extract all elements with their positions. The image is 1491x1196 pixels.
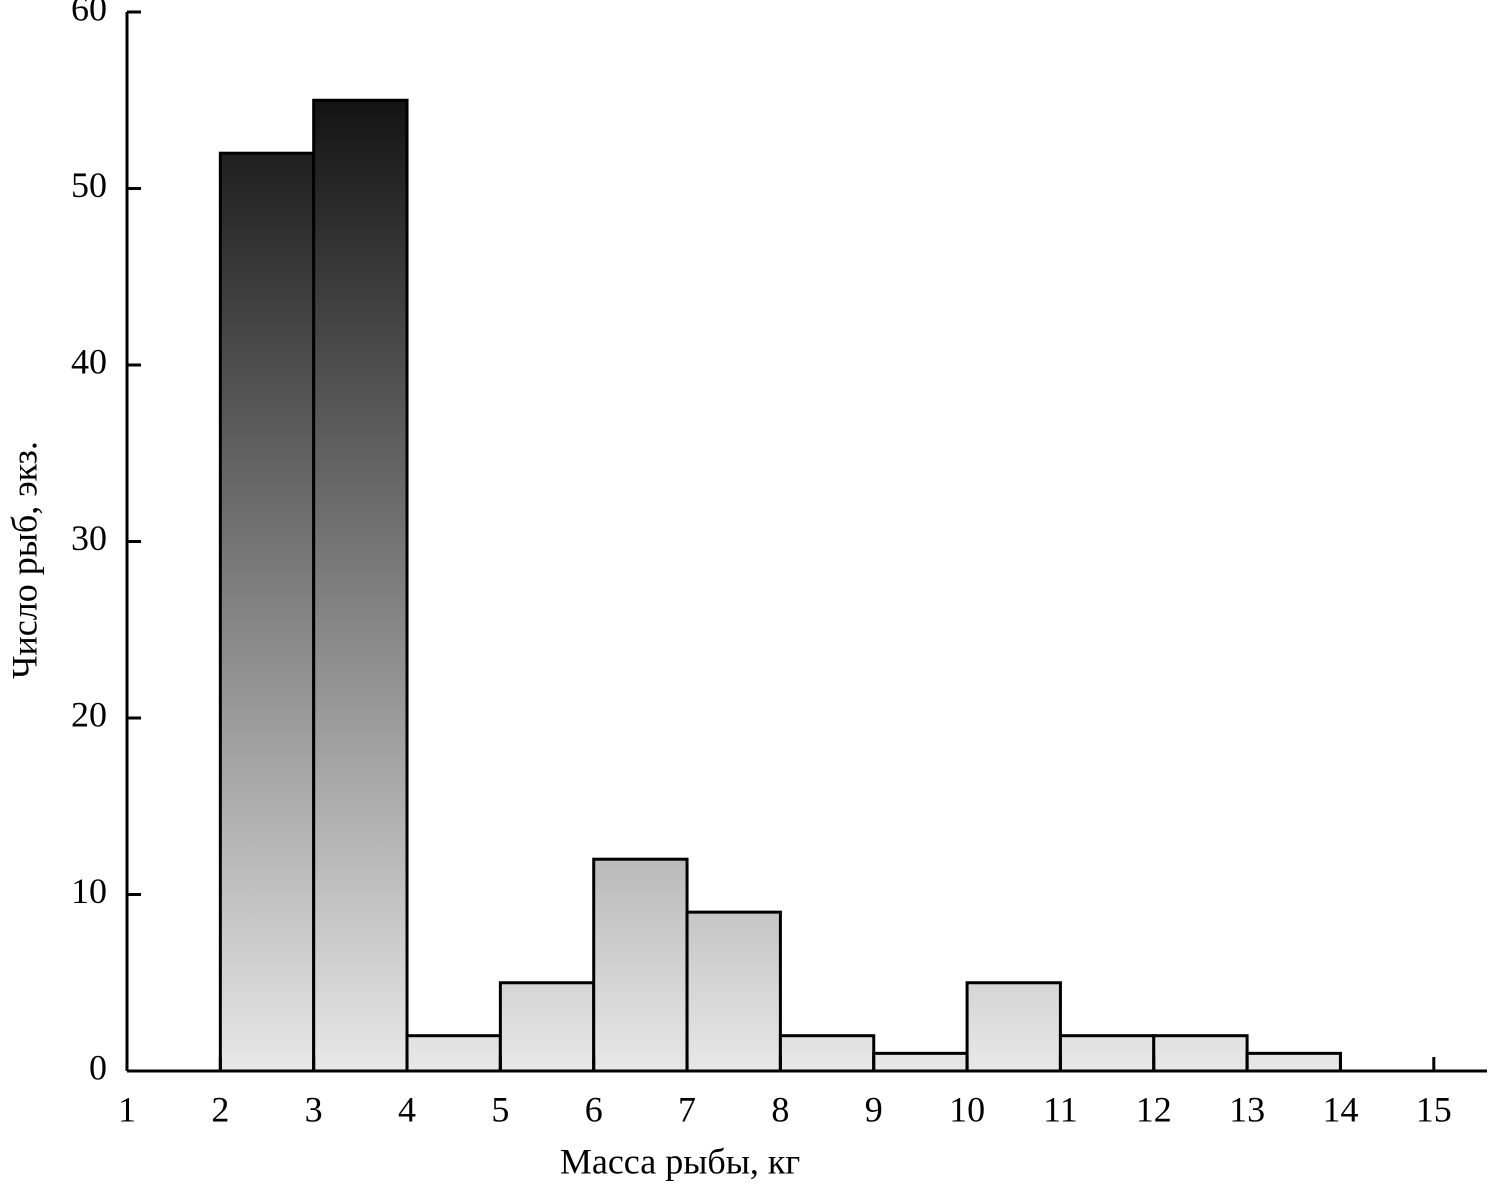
y-tick-label: 50 [71, 165, 107, 205]
x-tick-label: 15 [1416, 1089, 1452, 1129]
x-tick-label: 1 [118, 1089, 136, 1129]
x-tick-label: 2 [211, 1089, 229, 1129]
bar [778, 1034, 876, 1073]
bar [965, 981, 1062, 1073]
bar [685, 910, 782, 1073]
x-tick-label: 13 [1229, 1089, 1265, 1129]
x-tick-label: 5 [491, 1089, 509, 1129]
bar [872, 1051, 969, 1073]
bar [1152, 1034, 1249, 1073]
bar [1058, 1034, 1156, 1073]
bar [1245, 1051, 1342, 1073]
x-tick-label: 10 [949, 1089, 985, 1129]
bar [312, 98, 409, 1073]
y-axis-label: Число рыб, экз. [4, 441, 44, 679]
bar [592, 857, 689, 1073]
y-tick-label: 30 [71, 518, 107, 558]
x-tick-label: 6 [585, 1089, 603, 1129]
y-tick-label: 0 [89, 1047, 107, 1087]
x-tick-label: 7 [678, 1089, 696, 1129]
x-tick-label: 9 [865, 1089, 883, 1129]
bar [405, 1034, 502, 1073]
x-tick-label: 12 [1136, 1089, 1172, 1129]
y-tick-label: 10 [71, 871, 107, 911]
y-tick-label: 40 [71, 341, 107, 381]
x-axis-label: Масса рыбы, кг [560, 1141, 800, 1181]
x-tick-label: 3 [305, 1089, 323, 1129]
bar [218, 151, 316, 1073]
x-tick-label: 14 [1322, 1089, 1358, 1129]
x-tick-label: 11 [1043, 1089, 1078, 1129]
x-tick-label: 4 [398, 1089, 416, 1129]
y-tick-label: 60 [71, 0, 107, 28]
y-tick-label: 20 [71, 694, 107, 734]
x-tick-label: 8 [771, 1089, 789, 1129]
bar [498, 981, 596, 1073]
